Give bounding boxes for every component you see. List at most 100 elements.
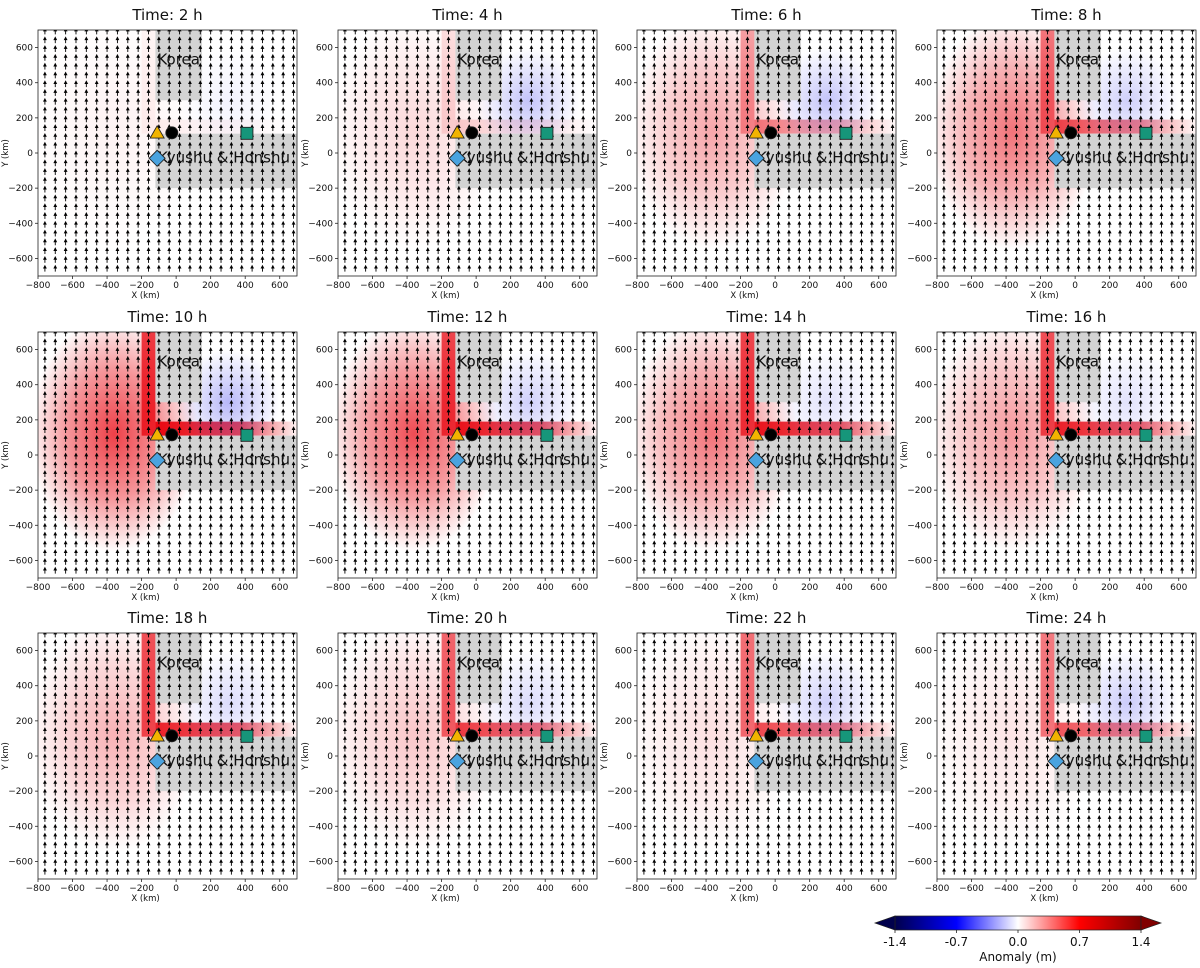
- wind-arrow-head: [683, 141, 688, 146]
- wind-arrow-head: [74, 159, 78, 164]
- wind-arrow-head: [177, 124, 182, 128]
- wind-arrow-head: [1035, 141, 1040, 146]
- wind-arrow-head: [498, 264, 503, 269]
- wind-arrow-head: [63, 229, 68, 234]
- wind-arrow-head: [498, 62, 503, 67]
- wind-arrow-head: [560, 36, 565, 41]
- wind-arrow-head: [529, 89, 534, 93]
- wind-arrow-head: [745, 124, 750, 128]
- wind-arrow-head: [498, 220, 503, 225]
- wind-arrow-head: [693, 97, 698, 102]
- wind-arrow-head: [208, 150, 213, 155]
- x-tick-label: 400: [836, 281, 853, 291]
- wind-arrow-head: [714, 203, 719, 208]
- wind-arrow-head: [766, 247, 771, 251]
- wind-arrow-head: [415, 53, 420, 58]
- wind-arrow-head: [456, 89, 461, 93]
- wind-arrow-head: [105, 150, 109, 155]
- wind-arrow-head: [456, 80, 461, 85]
- wind-arrow-head: [550, 89, 555, 93]
- wind-arrow-head: [952, 115, 957, 120]
- wind-arrow-head: [828, 30, 833, 32]
- wind-arrow-head: [498, 80, 503, 85]
- wind-arrow-head: [993, 62, 998, 67]
- wind-arrow-head: [942, 247, 946, 251]
- wind-arrow-head: [270, 247, 275, 251]
- wind-arrow-head: [890, 159, 895, 164]
- wind-arrow-head: [570, 132, 575, 137]
- wind-arrow-head: [363, 62, 368, 67]
- wind-arrow-head: [208, 176, 213, 181]
- wind-arrow-head: [539, 30, 544, 32]
- wind-arrow-head: [828, 212, 833, 216]
- wind-arrow-head: [167, 45, 172, 49]
- wind-arrow-head: [219, 124, 223, 128]
- wind-arrow-head: [642, 141, 646, 146]
- wind-arrow-head: [53, 106, 58, 111]
- wind-arrow-head: [714, 238, 719, 243]
- wind-arrow-head: [219, 212, 223, 216]
- wind-arrow-head: [291, 150, 296, 155]
- wind-arrow-head: [1024, 255, 1029, 260]
- wind-arrow-head: [177, 150, 182, 155]
- wind-arrow-head: [652, 141, 657, 146]
- wind-arrow-head: [436, 220, 441, 225]
- wind-arrow-head: [405, 71, 409, 76]
- x-tick-label: 200: [202, 281, 219, 291]
- wind-arrow-head: [43, 62, 47, 67]
- wind-arrow-head: [838, 62, 843, 67]
- wind-arrow-head: [890, 185, 895, 190]
- wind-arrow-head: [755, 62, 760, 67]
- wind-arrow-head: [105, 80, 109, 85]
- wind-arrow-head: [250, 238, 255, 243]
- wind-arrow-head: [498, 159, 503, 164]
- wind-arrow-head: [260, 115, 265, 120]
- wind-arrow-head: [693, 30, 698, 32]
- wind-arrow-head: [394, 36, 399, 41]
- wind-arrow-head: [353, 124, 358, 128]
- wind-arrow-head: [683, 203, 688, 208]
- wind-arrow-head: [519, 71, 523, 76]
- wind-arrow-head: [642, 255, 646, 260]
- wind-arrow-head: [642, 238, 646, 243]
- wind-arrow-head: [94, 185, 99, 190]
- wind-arrow-head: [560, 238, 565, 243]
- wind-arrow-head: [363, 124, 368, 128]
- land-label-kyushu-honshu: Kyushu & Honshu: [757, 149, 889, 167]
- wind-arrow-head: [374, 115, 378, 120]
- wind-arrow-head: [797, 80, 802, 85]
- wind-arrow-head: [1014, 71, 1019, 76]
- wind-arrow-head: [250, 141, 255, 146]
- wind-arrow-head: [405, 255, 409, 260]
- wind-arrow-head: [467, 36, 472, 41]
- wind-arrow-head: [807, 203, 812, 208]
- wind-arrow-head: [467, 185, 472, 190]
- wind-arrow-head: [662, 229, 667, 234]
- wind-arrow-head: [1055, 247, 1060, 251]
- wind-arrow-head: [642, 45, 646, 49]
- wind-arrow-head: [394, 80, 399, 85]
- wind-arrow-head: [436, 203, 441, 208]
- wind-arrow-head: [125, 238, 130, 243]
- wind-arrow-head: [115, 45, 120, 49]
- wind-arrow-head: [167, 220, 172, 225]
- wind-arrow-head: [394, 238, 399, 243]
- wind-arrow-head: [880, 176, 885, 181]
- wind-arrow-head: [776, 132, 781, 137]
- wind-arrow-head: [270, 30, 275, 32]
- wind-arrow-head: [394, 185, 399, 190]
- wind-arrow-head: [446, 255, 451, 260]
- wind-arrow-head: [755, 176, 760, 181]
- wind-arrow-head: [125, 264, 130, 269]
- wind-arrow-head: [869, 89, 874, 93]
- wind-arrow-head: [673, 203, 677, 208]
- wind-arrow-head: [167, 247, 172, 251]
- wind-arrow-head: [776, 115, 781, 120]
- wind-arrow-head: [446, 194, 451, 199]
- wind-arrow-head: [456, 62, 461, 67]
- wind-arrow-head: [105, 106, 109, 111]
- wind-arrow-head: [374, 80, 378, 85]
- wind-arrow-head: [952, 97, 957, 102]
